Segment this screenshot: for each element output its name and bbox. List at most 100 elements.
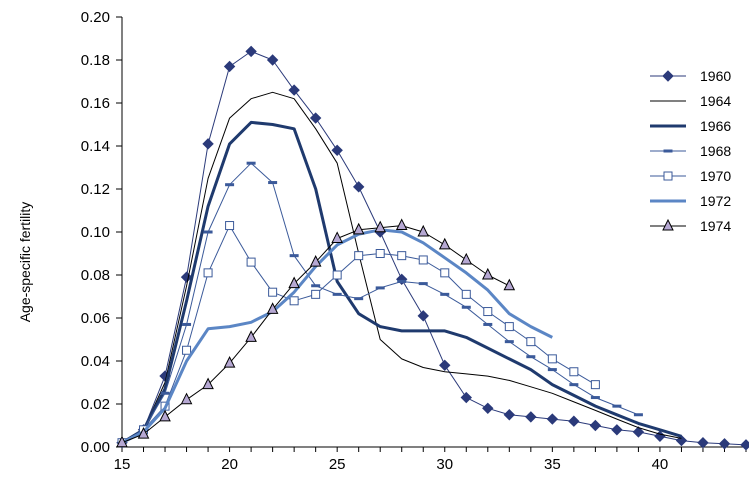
data-point-1974 — [159, 409, 171, 422]
data-point-1968 — [246, 161, 256, 165]
legend-marker-1970 — [663, 171, 673, 181]
series-1964 — [121, 91, 682, 444]
data-point-1960 — [288, 84, 300, 96]
data-point-1970 — [547, 354, 557, 364]
axes: 0.00 0.02 0.04 0.06 0.08 0.10 0.12 0.14 0.16 0.18… — [81, 9, 747, 473]
legend-item-1968: 1968 — [650, 143, 731, 159]
data-point-1970 — [461, 289, 471, 299]
data-point-1968 — [590, 396, 600, 400]
data-point-1960 — [525, 411, 537, 423]
data-point-1970 — [354, 251, 364, 261]
data-point-1968 — [375, 286, 385, 290]
x-tick-label: 30 — [436, 456, 453, 473]
legend-label-1964: 1964 — [700, 93, 731, 109]
data-point-1974 — [116, 435, 128, 448]
data-point-1968 — [569, 383, 579, 387]
data-point-1960 — [546, 413, 559, 425]
legend-item-1960: 1960 — [650, 68, 731, 84]
series-layer — [116, 45, 749, 451]
legend-label-1970: 1970 — [700, 168, 731, 184]
data-point-1974 — [202, 377, 214, 390]
series-line-1972 — [121, 228, 553, 445]
series-line-1960 — [121, 50, 747, 446]
y-tick-label: 0.18 — [81, 52, 110, 69]
data-point-1974 — [137, 426, 150, 439]
data-point-1970 — [225, 221, 235, 231]
series-1968 — [117, 161, 643, 445]
data-point-1968 — [504, 340, 514, 344]
data-point-1960 — [460, 391, 472, 404]
y-tick-label: 0.12 — [81, 181, 110, 198]
data-point-1968 — [225, 183, 235, 187]
data-point-1974 — [460, 252, 473, 265]
data-point-1974 — [223, 356, 236, 368]
data-point-1974 — [180, 392, 193, 405]
legend-label-1974: 1974 — [700, 218, 731, 234]
data-point-1974 — [266, 302, 279, 314]
data-point-1960 — [266, 54, 279, 66]
data-point-1960 — [352, 181, 365, 193]
data-point-1968 — [160, 391, 170, 395]
data-point-1960 — [740, 439, 749, 451]
legend-marker-1960 — [662, 70, 674, 82]
data-point-1974 — [438, 237, 451, 250]
series-1970 — [117, 221, 600, 448]
data-point-1960 — [309, 112, 322, 124]
data-point-1970 — [203, 268, 213, 278]
data-point-1974 — [417, 224, 430, 237]
data-point-1968 — [182, 322, 192, 326]
y-tick-label: 0.00 — [81, 439, 110, 456]
data-point-1960 — [632, 426, 645, 438]
data-point-1974 — [331, 231, 343, 243]
legend-item-1972: 1972 — [650, 193, 731, 209]
data-point-1968 — [203, 230, 213, 234]
data-point-1960 — [417, 310, 429, 322]
legend-item-1974: 1974 — [650, 218, 731, 234]
x-tick-label: 25 — [329, 456, 346, 473]
data-point-1960 — [675, 434, 688, 447]
legend-item-1964: 1964 — [650, 93, 731, 109]
y-tick-label: 0.04 — [81, 353, 110, 370]
data-point-1960 — [245, 45, 257, 58]
legend-label-1972: 1972 — [700, 193, 731, 209]
data-point-1970 — [569, 367, 579, 377]
data-point-1970 — [418, 255, 428, 265]
data-point-1960 — [503, 409, 516, 421]
data-point-1970 — [590, 380, 600, 390]
data-point-1960 — [611, 424, 623, 436]
data-point-1970 — [182, 345, 192, 355]
legend: 1960 1964 1966 1968 1970 1972 1974 — [650, 68, 731, 234]
data-point-1970 — [289, 296, 299, 306]
data-point-1970 — [332, 270, 342, 280]
legend-label-1966: 1966 — [700, 118, 731, 134]
data-point-1968 — [289, 254, 299, 258]
data-point-1970 — [311, 289, 321, 299]
y-tick-label: 0.02 — [81, 396, 110, 413]
series-1974 — [116, 218, 516, 448]
data-point-1960 — [202, 138, 214, 150]
y-tick-label: 0.16 — [81, 95, 110, 112]
data-point-1960 — [589, 419, 602, 432]
series-1966 — [121, 120, 682, 444]
data-point-1960 — [223, 60, 236, 73]
data-point-1970 — [440, 268, 450, 278]
data-point-1968 — [440, 292, 450, 296]
data-point-1968 — [547, 368, 557, 372]
data-point-1968 — [332, 292, 342, 296]
data-point-1968 — [483, 322, 493, 326]
data-point-1960 — [331, 144, 343, 157]
data-point-1960 — [718, 438, 731, 450]
data-point-1968 — [612, 404, 622, 408]
data-point-1974 — [288, 276, 300, 289]
y-axis-label: Age-specific fertility — [17, 202, 33, 323]
data-point-1970 — [526, 337, 536, 347]
data-point-1968 — [397, 279, 407, 283]
data-point-1974 — [395, 218, 408, 231]
data-point-1974 — [503, 278, 516, 291]
data-point-1970 — [268, 287, 278, 297]
data-point-1974 — [481, 267, 494, 280]
legend-item-1966: 1966 — [650, 118, 731, 134]
x-tick-label: 35 — [544, 456, 561, 473]
legend-label-1968: 1968 — [700, 143, 731, 159]
data-point-1968 — [354, 297, 364, 301]
